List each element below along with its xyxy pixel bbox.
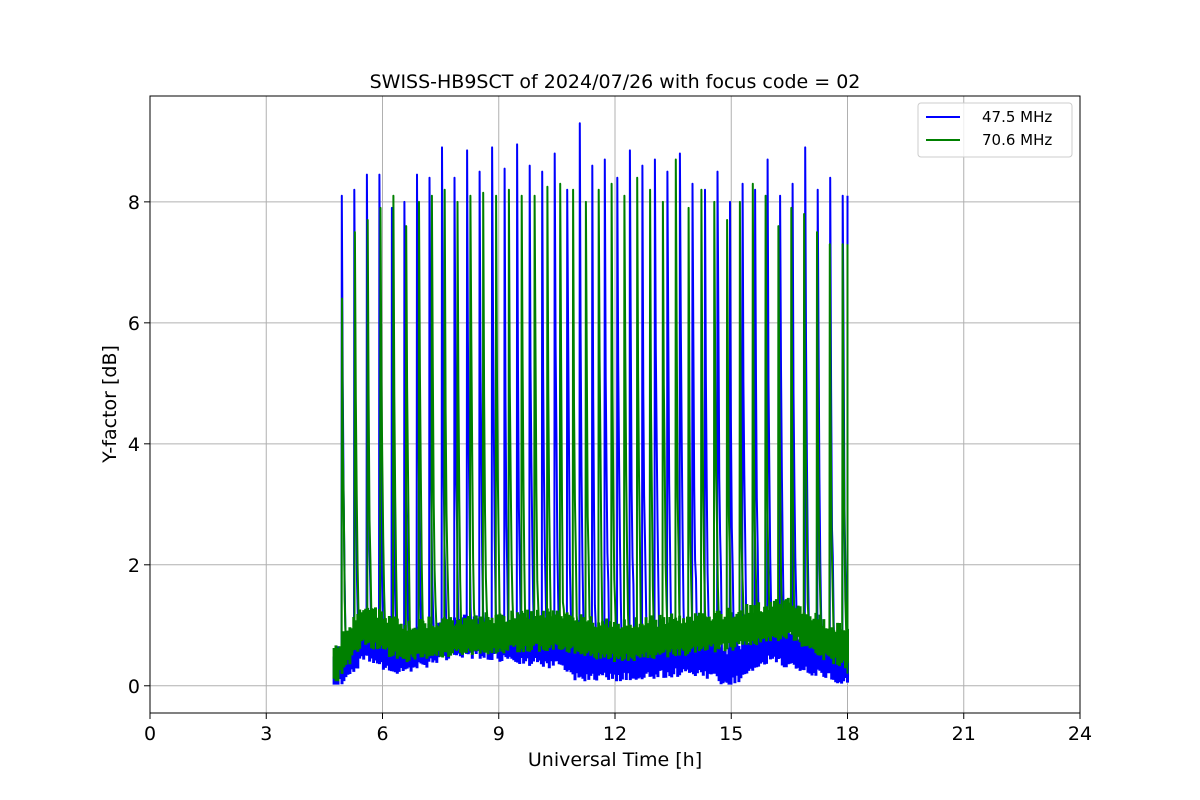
x-tick-label: 0 xyxy=(144,723,156,745)
x-axis-label: Universal Time [h] xyxy=(528,749,702,771)
x-tick-label: 12 xyxy=(603,723,627,745)
x-tick-label: 21 xyxy=(952,723,976,745)
y-tick-label: 8 xyxy=(128,192,140,214)
y-tick-label: 2 xyxy=(128,555,140,577)
legend: 47.5 MHz 70.6 MHz xyxy=(917,102,1073,158)
y-tick-label: 4 xyxy=(128,434,140,456)
legend-label-70-6: 70.6 MHz xyxy=(982,131,1052,149)
chart-title: SWISS-HB9SCT of 2024/07/26 with focus co… xyxy=(370,71,861,93)
x-tick-label: 18 xyxy=(835,723,859,745)
series-noise-band xyxy=(332,597,849,682)
x-tick-label: 9 xyxy=(493,723,505,745)
x-tick-label: 6 xyxy=(376,723,388,745)
y-axis-label: Y-factor [dB] xyxy=(99,345,121,464)
y-tick-label: 6 xyxy=(128,313,140,335)
x-tick-label: 3 xyxy=(260,723,272,745)
y-tick-label: 0 xyxy=(128,676,140,698)
series-layer xyxy=(332,122,849,685)
x-tick-label: 15 xyxy=(719,723,743,745)
x-tick-label: 24 xyxy=(1068,723,1092,745)
legend-label-47-5: 47.5 MHz xyxy=(982,108,1052,126)
